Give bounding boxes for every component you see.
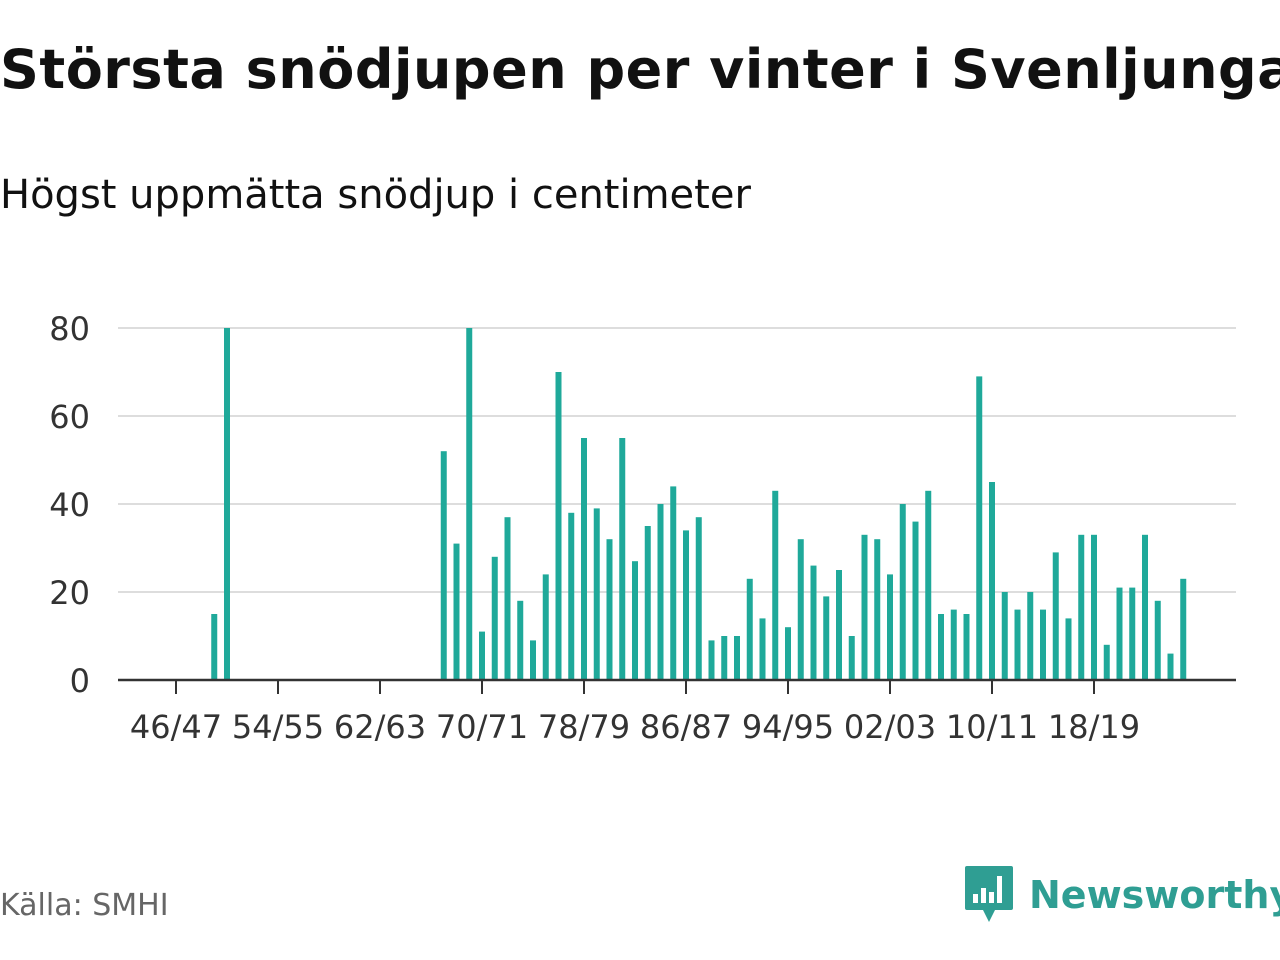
bars bbox=[211, 328, 1187, 680]
x-tick-label: 86/87 bbox=[640, 708, 732, 746]
bar bbox=[440, 451, 447, 680]
bar bbox=[950, 609, 957, 680]
bar bbox=[683, 530, 689, 680]
bar bbox=[504, 517, 511, 680]
bar bbox=[887, 574, 893, 680]
x-tick-label: 78/79 bbox=[538, 708, 630, 746]
bar bbox=[1001, 592, 1008, 680]
x-tick-label: 62/63 bbox=[334, 708, 426, 746]
bar bbox=[1014, 609, 1021, 680]
axis-labels: 0 20 40 60 80 46/47 54/55 62/63 70/71 78/79 86/87 9… bbox=[49, 310, 1140, 746]
bar bbox=[734, 636, 740, 680]
grid-lines bbox=[118, 327, 1236, 593]
bar bbox=[491, 556, 498, 680]
bar bbox=[874, 539, 881, 680]
x-axis bbox=[118, 678, 1236, 694]
brand-name: Newsworthy bbox=[1029, 873, 1280, 917]
x-tick-label: 54/55 bbox=[232, 708, 324, 746]
bar bbox=[568, 512, 575, 680]
bar bbox=[810, 565, 817, 680]
bar bbox=[823, 596, 830, 680]
bar bbox=[530, 640, 536, 680]
bar bbox=[581, 438, 587, 680]
source-note: Källa: SMHI bbox=[0, 888, 169, 923]
chart-subtitle: Högst uppmätta snödjup i centimeter bbox=[0, 172, 751, 218]
bar bbox=[644, 526, 651, 680]
bar bbox=[938, 614, 944, 680]
bar bbox=[963, 614, 970, 680]
bar bbox=[989, 482, 995, 680]
bar bbox=[211, 614, 218, 680]
bar bbox=[772, 490, 779, 680]
bar bbox=[479, 631, 485, 680]
bar bbox=[861, 534, 868, 680]
bar bbox=[912, 521, 919, 680]
bar bbox=[785, 627, 791, 680]
bar bbox=[721, 636, 728, 680]
bar bbox=[1103, 644, 1110, 680]
bar bbox=[1167, 653, 1174, 680]
bar bbox=[1180, 578, 1187, 680]
x-tick-label: 10/11 bbox=[946, 708, 1038, 746]
bar bbox=[517, 600, 524, 680]
bar bbox=[670, 486, 677, 680]
bar bbox=[632, 561, 638, 680]
x-tick-label: 02/03 bbox=[844, 708, 936, 746]
bar bbox=[224, 328, 230, 680]
bar bbox=[759, 618, 766, 680]
bar bbox=[1142, 534, 1148, 680]
bar bbox=[1116, 587, 1123, 680]
bar bbox=[1065, 618, 1072, 680]
y-tick-label: 20 bbox=[49, 574, 90, 612]
bar bbox=[746, 578, 753, 680]
bar bbox=[453, 543, 460, 680]
bar bbox=[708, 640, 715, 680]
bar bbox=[1078, 534, 1085, 680]
bar bbox=[593, 508, 600, 680]
bar bbox=[1091, 534, 1097, 680]
bar bbox=[925, 490, 932, 680]
bar bbox=[848, 636, 855, 680]
x-tick-label: 70/71 bbox=[436, 708, 528, 746]
chart-title: Största snödjupen per vinter i Svenljung… bbox=[0, 38, 1280, 101]
bar bbox=[899, 504, 906, 680]
bar bbox=[555, 372, 562, 680]
bar bbox=[542, 574, 549, 680]
x-tick-label: 46/47 bbox=[130, 708, 222, 746]
brand-logo: Newsworthy bbox=[963, 862, 1280, 928]
bar bbox=[606, 539, 613, 680]
y-tick-label: 60 bbox=[49, 398, 90, 436]
y-tick-label: 40 bbox=[49, 486, 90, 524]
bar bbox=[619, 438, 626, 680]
bar bbox=[466, 328, 473, 680]
y-tick-label: 80 bbox=[49, 310, 90, 348]
bar bbox=[1027, 592, 1034, 680]
bar bbox=[695, 517, 702, 680]
bar bbox=[1040, 609, 1046, 680]
bar bbox=[836, 570, 842, 680]
bar bbox=[1154, 600, 1161, 680]
bar bbox=[797, 539, 804, 680]
bar bbox=[976, 376, 983, 680]
bar bbox=[1129, 587, 1136, 680]
bar bbox=[657, 504, 664, 680]
y-tick-label: 0 bbox=[70, 662, 90, 700]
x-tick-label: 18/19 bbox=[1048, 708, 1140, 746]
x-tick-label: 94/95 bbox=[742, 708, 834, 746]
newsworthy-logo-icon bbox=[965, 866, 1013, 922]
bar bbox=[1052, 552, 1059, 680]
